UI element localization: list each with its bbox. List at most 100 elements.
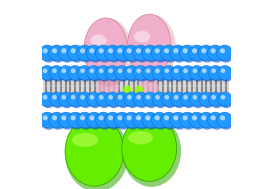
Ellipse shape <box>72 133 98 147</box>
Circle shape <box>69 94 84 108</box>
Circle shape <box>163 67 177 82</box>
Circle shape <box>135 67 149 82</box>
Circle shape <box>58 45 74 61</box>
Circle shape <box>80 95 85 100</box>
Circle shape <box>125 67 140 82</box>
Circle shape <box>207 45 223 61</box>
Circle shape <box>145 48 150 53</box>
Circle shape <box>171 65 186 80</box>
Circle shape <box>221 68 225 73</box>
Circle shape <box>133 65 148 80</box>
Circle shape <box>88 114 103 130</box>
Circle shape <box>208 65 223 80</box>
Circle shape <box>116 67 131 82</box>
Circle shape <box>180 65 195 80</box>
Circle shape <box>61 48 66 53</box>
Circle shape <box>116 94 131 108</box>
Circle shape <box>89 95 94 100</box>
Circle shape <box>202 95 207 100</box>
Circle shape <box>190 65 204 80</box>
Circle shape <box>162 65 176 80</box>
Circle shape <box>172 67 187 82</box>
Circle shape <box>153 94 168 108</box>
Circle shape <box>183 115 188 120</box>
Circle shape <box>152 92 167 107</box>
Circle shape <box>171 92 186 107</box>
Ellipse shape <box>128 15 176 83</box>
Circle shape <box>162 47 178 63</box>
Circle shape <box>183 48 188 53</box>
Circle shape <box>80 115 85 120</box>
Circle shape <box>96 92 110 107</box>
Circle shape <box>69 67 84 82</box>
Ellipse shape <box>138 79 159 97</box>
Circle shape <box>199 65 214 80</box>
Circle shape <box>99 95 104 100</box>
Circle shape <box>79 67 93 82</box>
Circle shape <box>144 47 159 63</box>
Circle shape <box>88 47 103 63</box>
Circle shape <box>77 65 92 80</box>
Circle shape <box>217 45 233 61</box>
Circle shape <box>43 95 47 100</box>
Circle shape <box>67 112 83 128</box>
Circle shape <box>174 68 178 73</box>
Circle shape <box>114 45 130 61</box>
Circle shape <box>191 94 205 108</box>
Circle shape <box>210 94 224 108</box>
Circle shape <box>220 48 225 53</box>
Circle shape <box>211 68 216 73</box>
Circle shape <box>105 45 120 61</box>
Circle shape <box>191 67 205 82</box>
Circle shape <box>106 114 122 130</box>
Circle shape <box>86 65 101 80</box>
Circle shape <box>86 92 101 107</box>
Circle shape <box>218 47 234 63</box>
Circle shape <box>69 47 85 63</box>
Circle shape <box>108 48 113 53</box>
Circle shape <box>198 112 214 128</box>
Circle shape <box>218 65 232 80</box>
Circle shape <box>127 48 132 53</box>
Circle shape <box>117 115 122 120</box>
Circle shape <box>43 115 48 120</box>
Ellipse shape <box>123 86 132 94</box>
Circle shape <box>193 95 197 100</box>
Circle shape <box>60 94 74 108</box>
Circle shape <box>133 45 149 61</box>
Circle shape <box>193 68 197 73</box>
Circle shape <box>58 92 73 107</box>
Circle shape <box>155 95 160 100</box>
Ellipse shape <box>84 18 128 80</box>
Circle shape <box>49 112 65 128</box>
Circle shape <box>200 67 215 82</box>
Circle shape <box>41 67 56 82</box>
Circle shape <box>52 95 57 100</box>
Circle shape <box>170 112 186 128</box>
Circle shape <box>86 45 102 61</box>
Circle shape <box>146 95 150 100</box>
Circle shape <box>50 47 66 63</box>
Circle shape <box>118 68 122 73</box>
Circle shape <box>181 67 196 82</box>
Ellipse shape <box>65 116 128 189</box>
Circle shape <box>207 112 223 128</box>
Circle shape <box>220 115 225 120</box>
Circle shape <box>39 45 55 61</box>
Circle shape <box>173 48 178 53</box>
Circle shape <box>105 92 120 107</box>
Circle shape <box>107 94 121 108</box>
Circle shape <box>123 45 139 61</box>
Circle shape <box>58 112 74 128</box>
Circle shape <box>125 114 141 130</box>
Circle shape <box>201 48 206 53</box>
Circle shape <box>162 92 176 107</box>
Circle shape <box>143 92 157 107</box>
Circle shape <box>164 115 169 120</box>
Circle shape <box>96 65 110 80</box>
Circle shape <box>68 65 82 80</box>
Circle shape <box>52 48 57 53</box>
Circle shape <box>97 67 112 82</box>
Circle shape <box>133 92 148 107</box>
Circle shape <box>107 67 121 82</box>
